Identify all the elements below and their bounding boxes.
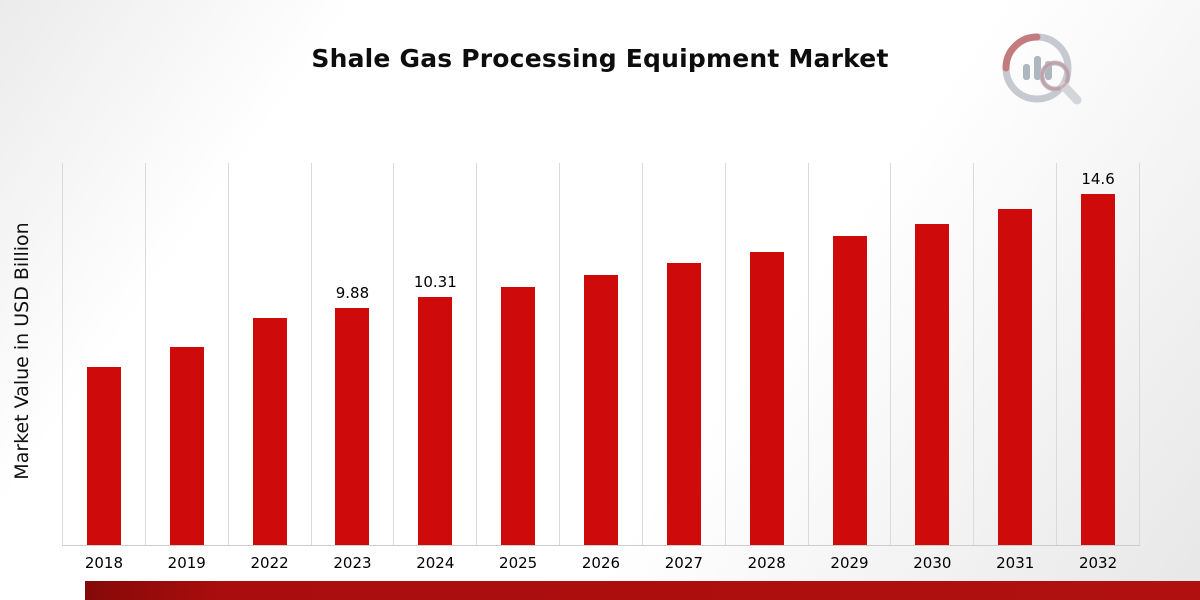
brand-logo-icon [1002, 33, 1082, 105]
chart-column-2018: 2018 [62, 163, 145, 572]
x-tick-label-2031: 2031 [996, 554, 1035, 572]
x-tick-label-2025: 2025 [499, 554, 538, 572]
chart-column-2024: 10.31 2024 [393, 163, 476, 572]
bar-value-label-2032: 14.6 [1081, 170, 1115, 188]
x-tick-label-2019: 2019 [167, 554, 206, 572]
chart-column-2026: 2026 [559, 163, 642, 572]
bar-2026 [583, 275, 618, 545]
chart-column-2030: 2030 [890, 163, 973, 572]
chart-column-2029: 2029 [807, 163, 891, 572]
chart-column-2031: 2031 [973, 163, 1056, 572]
bar-2024 [418, 297, 453, 545]
bar-2032 [1081, 194, 1116, 545]
x-tick-label-2028: 2028 [747, 554, 786, 572]
bar-2025 [501, 287, 536, 545]
bar-2023 [335, 308, 370, 545]
x-tick-label-2029: 2029 [830, 554, 869, 572]
chart-column-2032: 14.6 2032 [1056, 163, 1140, 572]
bar-2018 [86, 367, 121, 545]
x-tick-label-2023: 2023 [333, 554, 372, 572]
chart-title: Shale Gas Processing Equipment Market [311, 44, 889, 73]
chart-column-2022: 2022 [227, 163, 311, 572]
bottom-accent-bar [85, 581, 1200, 600]
chart-column-2025: 2025 [476, 163, 559, 572]
x-tick-label-2030: 2030 [913, 554, 952, 572]
bar-2031 [998, 209, 1033, 545]
bar-2027 [666, 263, 701, 545]
x-tick-label-2032: 2032 [1078, 554, 1118, 572]
plot-area: 2018 2019 2022 9.88 2023 10.31 2024 2025 2026 202… [62, 163, 1140, 572]
x-tick-label-2026: 2026 [581, 554, 621, 572]
chart-column-2028: 2028 [724, 163, 808, 572]
x-tick-label-2024: 2024 [416, 554, 455, 572]
x-tick-label-2022: 2022 [250, 554, 289, 572]
x-tick-label-2018: 2018 [84, 554, 124, 572]
bar-2030 [915, 224, 950, 545]
bar-2028 [749, 252, 784, 545]
bar-2029 [832, 236, 867, 545]
x-tick-label-2027: 2027 [664, 554, 703, 572]
chart-column-2023: 9.88 2023 [310, 163, 394, 572]
bar-value-label-2024: 10.31 [413, 273, 457, 291]
chart-column-2019: 2019 [144, 163, 228, 572]
bar-2022 [252, 318, 287, 545]
y-axis-label: Market Value in USD Billion [11, 222, 33, 480]
chart-column-2027: 2027 [641, 163, 725, 572]
bar-2019 [169, 347, 204, 545]
bar-value-label-2023: 9.88 [335, 284, 370, 302]
